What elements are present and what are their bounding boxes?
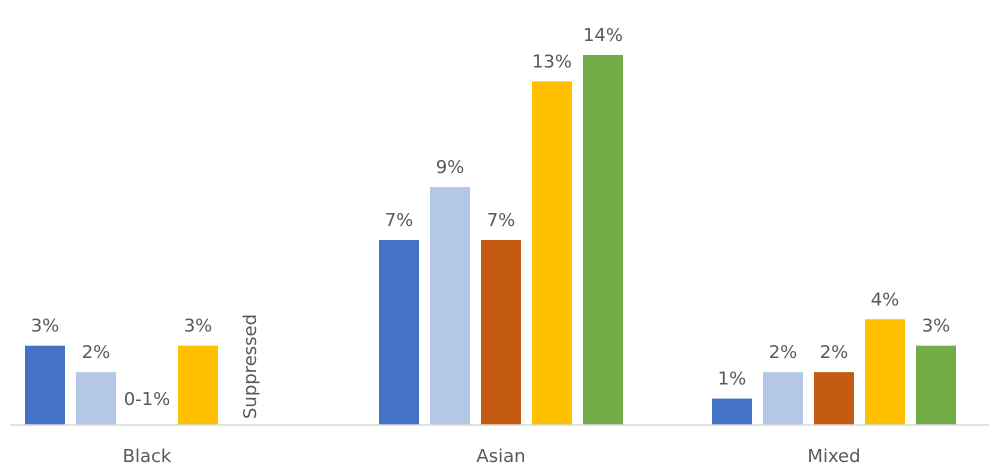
category-label: Black	[123, 446, 172, 467]
bar	[763, 372, 803, 425]
data-labels-group: 3% 2% 0-1% 3% Suppressed 7% 9% 7% 13% 14% 1% 2% 2% 4%…	[31, 25, 951, 419]
data-label: 1%	[718, 369, 747, 390]
data-label: 7%	[487, 210, 516, 231]
bar	[712, 398, 752, 425]
bar	[430, 187, 470, 425]
data-label: 7%	[385, 210, 414, 231]
bar	[916, 345, 956, 425]
bar	[532, 81, 572, 425]
bar	[76, 372, 116, 425]
category-label: Asian	[476, 446, 525, 467]
data-label: 2%	[769, 342, 798, 363]
bar	[481, 239, 521, 425]
data-label: 14%	[583, 25, 623, 46]
data-label: 13%	[532, 51, 572, 72]
data-label: 2%	[82, 342, 111, 363]
bars-group	[25, 54, 956, 426]
data-label: 4%	[871, 289, 900, 310]
data-label: 0-1%	[124, 389, 171, 410]
data-label: 3%	[184, 316, 213, 337]
bar	[583, 54, 623, 426]
category-label: Mixed	[807, 446, 860, 467]
data-label: 3%	[31, 316, 60, 337]
bar	[379, 239, 419, 425]
data-label: 2%	[820, 342, 849, 363]
category-labels-group: Black Asian Mixed	[123, 446, 861, 467]
data-label: Suppressed	[240, 314, 261, 419]
bar	[814, 372, 854, 425]
data-label: 3%	[922, 316, 951, 337]
bar	[25, 345, 65, 425]
data-label: 9%	[436, 157, 465, 178]
bar	[178, 345, 218, 425]
bar	[865, 319, 905, 425]
